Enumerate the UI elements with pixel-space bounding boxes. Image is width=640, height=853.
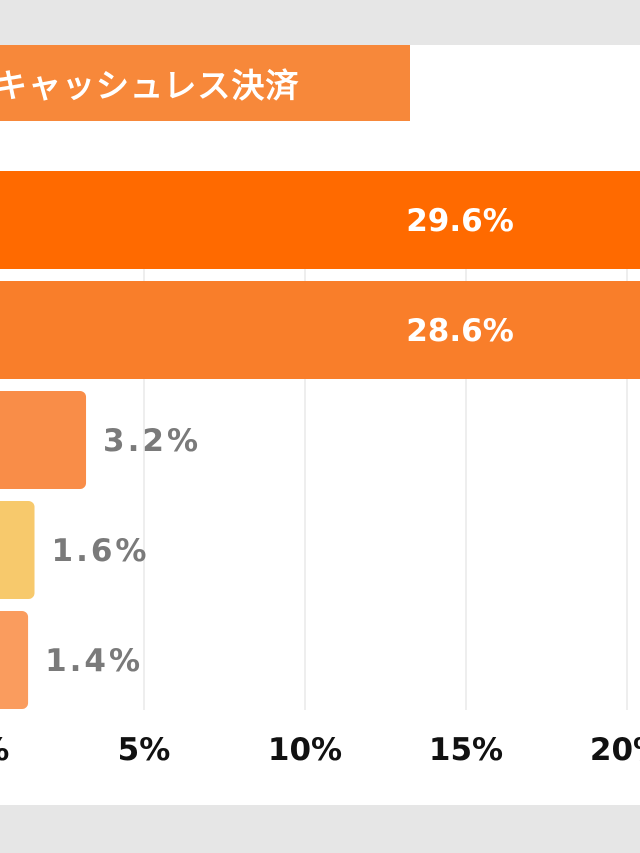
bar-value-label: 3.2% <box>103 423 201 459</box>
bar <box>0 281 640 379</box>
x-tick-label: 15% <box>429 732 503 768</box>
x-tick-label: 10% <box>268 732 342 768</box>
bar <box>0 501 35 599</box>
bar-value-label: 1.6% <box>52 533 150 569</box>
bar-value-label: 29.6% <box>406 203 514 239</box>
bar-chart: 29.6% 28.6% 3.2% 1.6% 1.4% 0% 5% 10% 15% 20% <box>0 171 640 768</box>
bar-value-label: 1.4% <box>45 643 143 679</box>
bar-value-label: 28.6% <box>406 313 514 349</box>
bar <box>0 171 640 269</box>
bar <box>0 611 29 709</box>
x-tick-label: 0% <box>0 732 9 768</box>
x-tick-label: 20% <box>590 732 640 768</box>
chart-card: キャッシュレス決済 29.6% 28.6% 3.2% 1.6% 1.4% 0% 5% 10% 1… <box>0 45 640 805</box>
bar <box>0 391 87 489</box>
chart-title: キャッシュレス決済 <box>0 66 300 105</box>
x-tick-label: 5% <box>118 732 171 768</box>
title-banner: キャッシュレス決済 <box>0 45 410 121</box>
